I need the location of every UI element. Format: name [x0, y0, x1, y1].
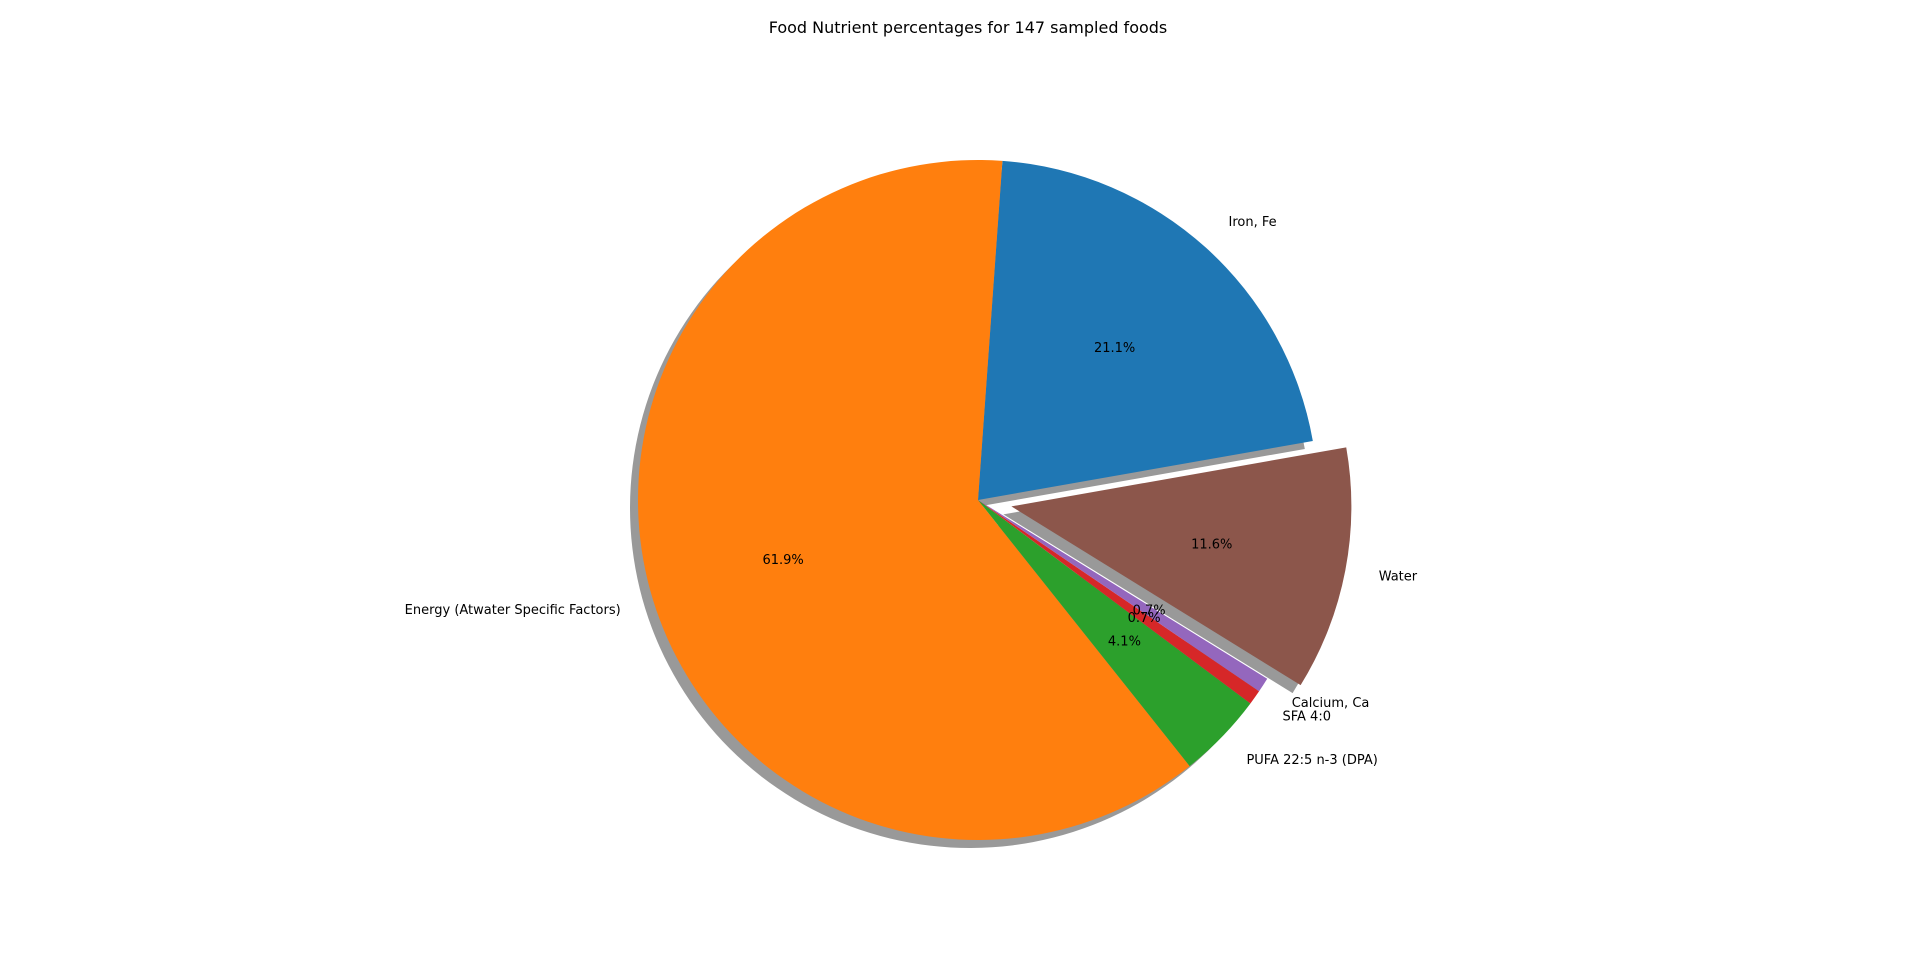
pie-slice-water [1011, 447, 1352, 686]
slice-label-sfa-4-0: SFA 4:0 [1283, 710, 1331, 725]
slice-pct-pufa-22-5-n-3-dpa: 4.1% [1108, 635, 1141, 650]
pie-slice-iron-fe [978, 160, 1313, 500]
slice-pct-calcium-ca: 0.7% [1133, 604, 1166, 619]
slice-pct-iron-fe: 21.1% [1094, 341, 1135, 356]
pie-slices [638, 160, 1352, 841]
slice-label-energy-atwater-specific-factors: Energy (Atwater Specific Factors) [405, 603, 621, 618]
slice-label-iron-fe: Iron, Fe [1229, 215, 1277, 230]
slice-pct-energy-atwater-specific-factors: 61.9% [762, 553, 803, 568]
pie-slice-calcium-ca [978, 500, 1268, 692]
pie-slice-pufa-22-5-n-3-dpa [978, 500, 1251, 767]
slice-label-pufa-22-5-n-3-dpa: PUFA 22:5 n-3 (DPA) [1246, 753, 1377, 768]
pie-slice-energy-atwater-specific-factors [638, 160, 1190, 841]
slice-label-calcium-ca: Calcium, Ca [1292, 696, 1370, 711]
slice-pct-sfa-4-0: 0.7% [1128, 611, 1161, 626]
pie-labels: Iron, Fe 21.1% Energy (Atwater Specific Fa… [405, 215, 1418, 768]
chart-title: Food Nutrient percentages for 147 sample… [769, 18, 1168, 37]
pie-slice-sfa-4-0 [978, 500, 1260, 704]
slice-label-water: Water [1379, 569, 1418, 584]
slice-pct-water: 11.6% [1191, 537, 1232, 552]
